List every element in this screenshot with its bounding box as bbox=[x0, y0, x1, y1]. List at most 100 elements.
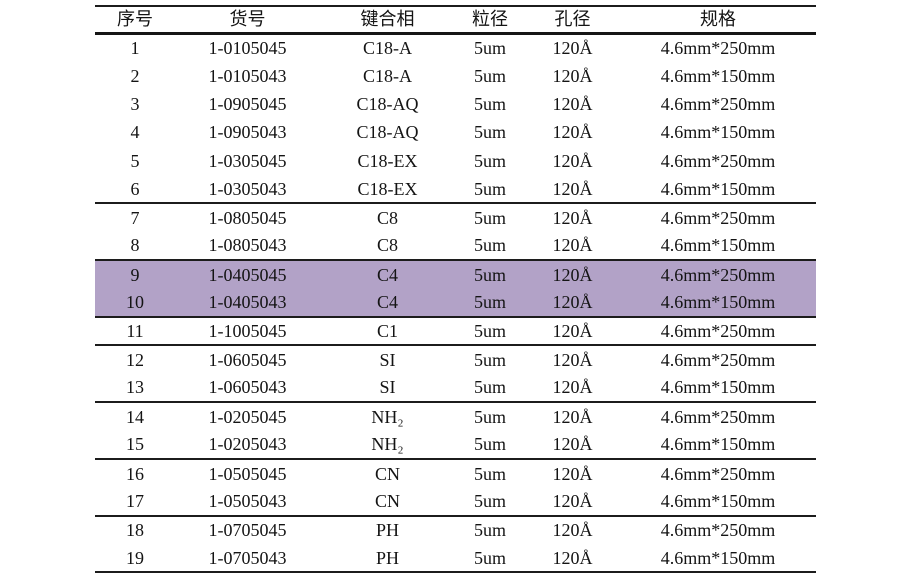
cell-pore: 120Å bbox=[552, 321, 593, 342]
cell-phase: PH bbox=[375, 547, 399, 568]
table-row: 5 1-0305045 C18-EX 5um 120Å 4.6mm*250mm bbox=[95, 147, 816, 175]
column-header-particle: 粒径 bbox=[472, 9, 508, 30]
cell-code: 1-0905045 bbox=[208, 93, 287, 114]
cell-spec: 4.6mm*150mm bbox=[660, 235, 776, 256]
cell-phase: SI bbox=[379, 349, 396, 370]
cell-particle: 5um bbox=[473, 520, 506, 541]
table-row: 19 1-0705043 PH 5um 120Å 4.6mm*150mm bbox=[95, 544, 816, 573]
cell-code: 1-0105043 bbox=[208, 65, 287, 86]
cell-phase: C18-EX bbox=[357, 150, 418, 171]
cell-particle: 5um bbox=[473, 377, 506, 398]
table-row: 7 1-0805045 C8 5um 120Å 4.6mm*250mm bbox=[95, 203, 816, 231]
cell-no: 19 bbox=[126, 547, 144, 568]
table-row: 2 1-0105043 C18-A 5um 120Å 4.6mm*150mm bbox=[95, 61, 816, 89]
cell-no: 13 bbox=[126, 377, 144, 398]
cell-pore: 120Å bbox=[552, 93, 593, 114]
cell-code: 1-0805043 bbox=[208, 235, 287, 256]
cell-pore: 120Å bbox=[552, 520, 593, 541]
table-row: 15 1-0205043 NH₂ 5um 120Å 4.6mm*150mm bbox=[95, 430, 816, 459]
cell-particle: 5um bbox=[473, 122, 506, 143]
cell-phase: C18-EX bbox=[357, 178, 418, 199]
table-row: 16 1-0505045 CN 5um 120Å 4.6mm*250mm bbox=[95, 459, 816, 487]
cell-particle: 5um bbox=[473, 37, 506, 58]
cell-no: 4 bbox=[130, 122, 140, 143]
cell-code: 1-0605045 bbox=[208, 349, 287, 370]
cell-particle: 5um bbox=[473, 349, 506, 370]
header-row: 序号 货号 键合相 粒径 孔径 规格 bbox=[95, 6, 816, 33]
table-row: 14 1-0205045 NH₂ 5um 120Å 4.6mm*250mm bbox=[95, 402, 816, 430]
cell-particle: 5um bbox=[473, 406, 506, 427]
table-header: 序号 货号 键合相 粒径 孔径 规格 bbox=[95, 6, 816, 33]
cell-no: 17 bbox=[126, 490, 144, 511]
column-header-spec: 规格 bbox=[700, 9, 736, 30]
column-header-phase: 键合相 bbox=[360, 9, 415, 30]
cell-spec: 4.6mm*150mm bbox=[660, 65, 776, 86]
column-header-no: 序号 bbox=[117, 9, 153, 30]
cell-particle: 5um bbox=[473, 490, 506, 511]
cell-spec: 4.6mm*250mm bbox=[660, 520, 776, 541]
cell-particle: 5um bbox=[473, 434, 506, 455]
cell-particle: 5um bbox=[473, 208, 506, 229]
table-row: 13 1-0605043 SI 5um 120Å 4.6mm*150mm bbox=[95, 374, 816, 403]
cell-code: 1-0705043 bbox=[208, 547, 287, 568]
cell-spec: 4.6mm*250mm bbox=[660, 37, 776, 58]
cell-code: 1-0205043 bbox=[208, 434, 287, 455]
table-row: 1 1-0105045 C18-A 5um 120Å 4.6mm*250mm bbox=[95, 33, 816, 61]
cell-no: 7 bbox=[130, 208, 140, 229]
cell-no: 5 bbox=[130, 150, 140, 171]
cell-spec: 4.6mm*250mm bbox=[660, 406, 776, 427]
cell-code: 1-0705045 bbox=[208, 520, 287, 541]
table-row: 8 1-0805043 C8 5um 120Å 4.6mm*150mm bbox=[95, 232, 816, 261]
cell-phase: C8 bbox=[376, 235, 398, 256]
cell-spec: 4.6mm*250mm bbox=[660, 208, 776, 229]
cell-no: 12 bbox=[126, 349, 144, 370]
cell-no: 1 bbox=[130, 37, 140, 58]
cell-particle: 5um bbox=[473, 321, 506, 342]
cell-particle: 5um bbox=[473, 65, 506, 86]
cell-code: 1-0405045 bbox=[208, 264, 287, 285]
cell-spec: 4.6mm*250mm bbox=[660, 150, 776, 171]
cell-phase: CN bbox=[374, 490, 400, 511]
table-row: 9 1-0405045 C4 5um 120Å 4.6mm*250mm bbox=[95, 260, 816, 289]
cell-particle: 5um bbox=[473, 178, 506, 199]
cell-particle: 5um bbox=[473, 264, 506, 285]
cell-pore: 120Å bbox=[552, 264, 593, 285]
cell-particle: 5um bbox=[473, 235, 506, 256]
cell-phase: C1 bbox=[376, 321, 398, 342]
table-row: 10 1-0405043 C4 5um 120Å 4.6mm*150mm bbox=[95, 288, 816, 317]
cell-particle: 5um bbox=[473, 292, 506, 313]
table-row: 3 1-0905045 C18-AQ 5um 120Å 4.6mm*250mm bbox=[95, 90, 816, 118]
cell-no: 11 bbox=[126, 321, 144, 342]
cell-particle: 5um bbox=[473, 463, 506, 484]
cell-spec: 4.6mm*150mm bbox=[660, 547, 776, 568]
cell-particle: 5um bbox=[473, 150, 506, 171]
cell-code: 1-0805045 bbox=[208, 208, 287, 229]
cell-pore: 120Å bbox=[552, 150, 593, 171]
cell-phase: C18-A bbox=[363, 37, 412, 58]
cell-spec: 4.6mm*150mm bbox=[660, 122, 776, 143]
cell-no: 16 bbox=[126, 463, 144, 484]
cell-no: 14 bbox=[126, 406, 144, 427]
cell-spec: 4.6mm*150mm bbox=[660, 434, 776, 455]
product-spec-table: 序号 货号 键合相 粒径 孔径 规格 1 1-0105045 C18-A 5um 120… bbox=[95, 5, 816, 574]
table-row: 4 1-0905043 C18-AQ 5um 120Å 4.6mm*150mm bbox=[95, 118, 816, 146]
product-spec-table-wrap: 序号 货号 键合相 粒径 孔径 规格 1 1-0105045 C18-A 5um 120… bbox=[95, 5, 816, 574]
cell-no: 6 bbox=[130, 178, 140, 199]
cell-code: 1-0305043 bbox=[208, 178, 287, 199]
cell-pore: 120Å bbox=[552, 547, 593, 568]
cell-particle: 5um bbox=[473, 547, 506, 568]
cell-phase: CN bbox=[374, 463, 400, 484]
table-row: 18 1-0705045 PH 5um 120Å 4.6mm*250mm bbox=[95, 516, 816, 544]
cell-spec: 4.6mm*150mm bbox=[660, 377, 776, 398]
cell-pore: 120Å bbox=[552, 349, 593, 370]
table-row: 17 1-0505043 CN 5um 120Å 4.6mm*150mm bbox=[95, 487, 816, 516]
cell-phase: C18-A bbox=[363, 65, 412, 86]
cell-pore: 120Å bbox=[552, 178, 593, 199]
cell-pore: 120Å bbox=[552, 292, 593, 313]
cell-code: 1-0505043 bbox=[208, 490, 287, 511]
cell-pore: 120Å bbox=[552, 122, 593, 143]
cell-code: 1-0905043 bbox=[208, 122, 287, 143]
column-header-pore: 孔径 bbox=[554, 9, 591, 30]
cell-spec: 4.6mm*250mm bbox=[660, 264, 776, 285]
